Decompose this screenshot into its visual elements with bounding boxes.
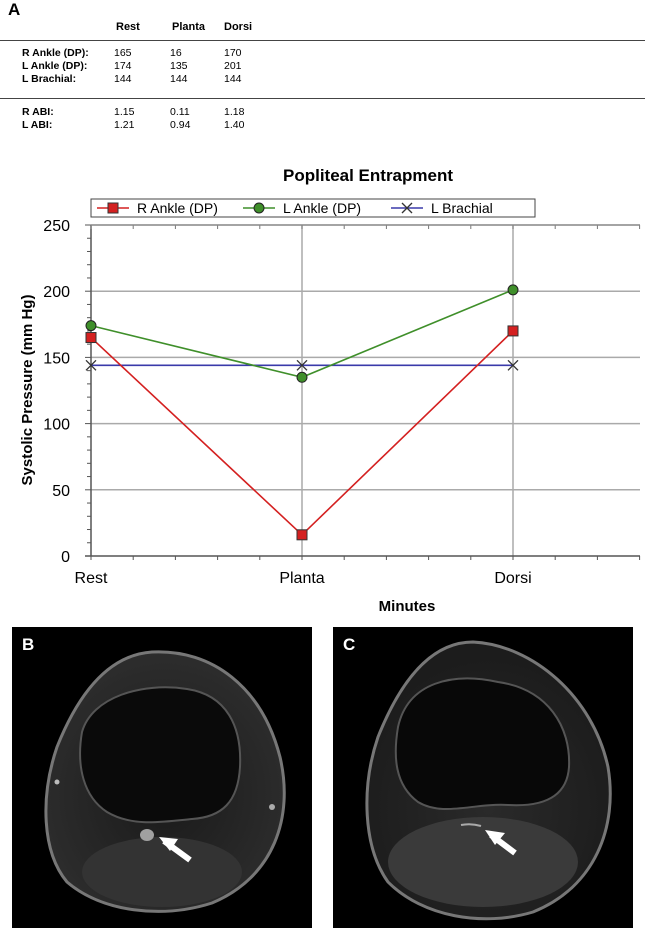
- data-point: [507, 284, 519, 296]
- grid: [91, 224, 640, 556]
- table-divider: [0, 98, 645, 99]
- cell: 1.40: [224, 119, 245, 131]
- series-l-brachial: [85, 359, 519, 371]
- abi-table: Rest Planta Dorsi R Ankle (DP): 165 16 1…: [0, 0, 645, 140]
- marker-stroke: [296, 359, 308, 371]
- cell: 144: [224, 73, 242, 85]
- x-tick-label: Dorsi: [494, 570, 531, 587]
- y-tick-label: 50: [52, 483, 70, 500]
- cell: 170: [224, 47, 242, 59]
- mri-image-c: C: [333, 627, 633, 928]
- panel-label-a: A: [8, 0, 21, 19]
- cell: 0.94: [170, 119, 191, 131]
- cell: 135: [170, 60, 188, 72]
- cell: 165: [114, 47, 132, 59]
- chart-title: Popliteal Entrapment: [283, 166, 453, 185]
- row-label: R ABI:: [22, 106, 54, 118]
- legend-item: L Ankle (DP): [243, 200, 361, 216]
- panel-label-b: B: [22, 635, 35, 654]
- legend-label: L Brachial: [431, 200, 493, 216]
- legend-box: [90, 198, 536, 218]
- series-l-ankle-dp: [85, 284, 519, 383]
- column-header-rest: Rest: [116, 21, 140, 33]
- row-label: L ABI:: [22, 119, 53, 131]
- legend-marker: [107, 202, 119, 214]
- row-label: L Brachial:: [22, 73, 77, 85]
- row-label: L Ankle (DP):: [22, 60, 88, 72]
- x-tick-label: Planta: [279, 570, 324, 587]
- cell: 1.15: [114, 106, 135, 118]
- cell: 174: [114, 60, 132, 72]
- mri-knee-axial-b: [44, 650, 286, 913]
- cell: 1.21: [114, 119, 135, 131]
- y-tick-label: 150: [43, 350, 70, 367]
- data-point: [507, 359, 519, 371]
- marker-stroke: [507, 359, 519, 371]
- mri-knee-axial-c: [365, 640, 612, 921]
- legend-label: L Ankle (DP): [283, 200, 361, 216]
- data-point: [296, 529, 308, 541]
- line-chart: Popliteal Entrapment 0 50 100 150 200 250 Rest…: [19, 166, 641, 615]
- legend-item: L Brachial: [391, 200, 493, 216]
- legend: R Ankle (DP) L Ankle (DP) L Brachial: [90, 198, 536, 218]
- y-tick-label: 200: [43, 284, 70, 301]
- row-label: R Ankle (DP):: [22, 47, 89, 59]
- data-point: [507, 325, 519, 337]
- legend-marker: [253, 202, 265, 214]
- column-header-dorsi: Dorsi: [224, 21, 253, 33]
- cell: 1.18: [224, 106, 245, 118]
- y-axis-label: Systolic Pressure (mm Hg): [19, 295, 36, 486]
- legend-marker: [401, 202, 413, 214]
- x-tick-label: Rest: [75, 570, 108, 587]
- mri-image-b: B: [12, 627, 312, 928]
- data-point: [296, 371, 308, 383]
- y-tick-label: 100: [43, 417, 70, 434]
- arrow-icon: [485, 830, 517, 856]
- panel-label-c: C: [343, 635, 356, 654]
- series-group: [85, 284, 519, 541]
- data-point: [85, 332, 97, 344]
- cell: 144: [114, 73, 132, 85]
- y-tick-label: 250: [43, 218, 70, 235]
- marker-stroke: [85, 359, 97, 371]
- cell: 16: [170, 47, 182, 59]
- cell: 144: [170, 73, 188, 85]
- table-divider: [0, 40, 645, 41]
- data-point: [296, 359, 308, 371]
- data-point: [85, 359, 97, 371]
- column-header-planta: Planta: [172, 21, 206, 33]
- data-point: [85, 320, 97, 332]
- arrow-icon: [159, 837, 192, 863]
- cell: 201: [224, 60, 242, 72]
- legend-item: R Ankle (DP): [97, 200, 218, 216]
- y-tick-label: 0: [61, 549, 70, 566]
- marker-stroke: [401, 202, 413, 214]
- series-r-ankle-dp: [85, 325, 519, 541]
- x-axis-label: Minutes: [379, 598, 436, 615]
- axes: 0 50 100 150 200 250 Rest Planta Dorsi: [43, 218, 641, 587]
- legend-label: R Ankle (DP): [137, 200, 218, 216]
- cell: 0.11: [170, 106, 190, 118]
